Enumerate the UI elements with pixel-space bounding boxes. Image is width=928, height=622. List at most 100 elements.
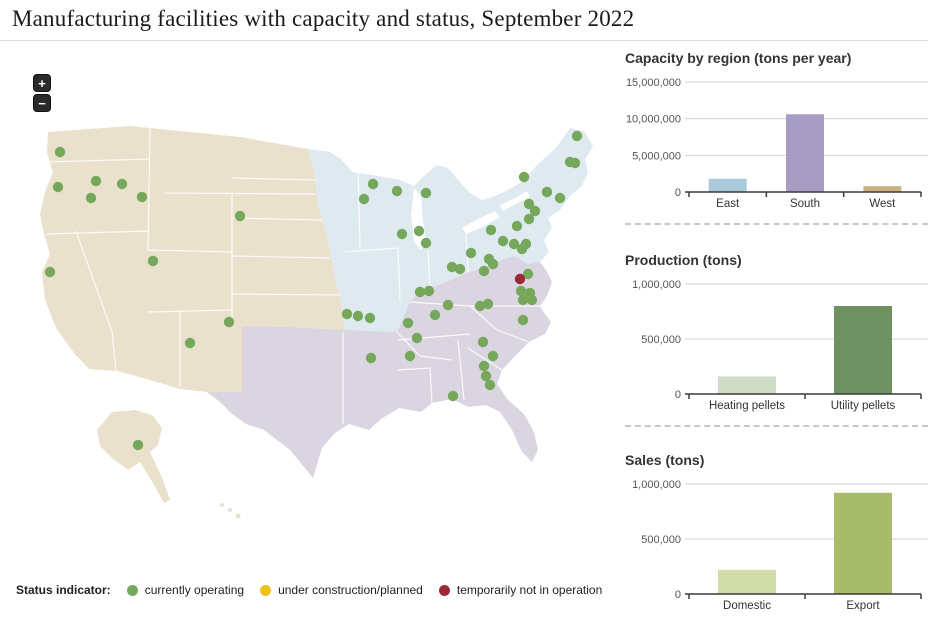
facility-dot-operating[interactable] [485, 224, 497, 236]
facility-dot-operating[interactable] [447, 390, 459, 402]
facility-dot-operating[interactable] [223, 316, 235, 328]
facility-dot-operating[interactable] [396, 228, 408, 240]
legend-item-not_operating: temporarily not in operation [438, 583, 603, 597]
map-region-east [308, 128, 593, 332]
status-legend: Status indicator: currently operating und… [16, 578, 602, 602]
facility-dot-operating[interactable] [454, 263, 466, 275]
facility-dot-operating[interactable] [367, 178, 379, 190]
facility-dot-operating[interactable] [571, 130, 583, 142]
facility-dot-operating[interactable] [423, 285, 435, 297]
facility-dot-operating[interactable] [508, 238, 520, 250]
chart-capacity: Capacity by region (tons per year) 0 5,00… [625, 48, 928, 220]
map-region-south [207, 256, 552, 478]
page-title: Manufacturing facilities with capacity a… [12, 6, 635, 31]
status-legend-items: currently operating under construction/pl… [126, 583, 603, 597]
us-map [40, 126, 593, 519]
y-tick-label: 1,000,000 [632, 479, 681, 491]
bar-east[interactable] [708, 178, 747, 192]
facility-dot-operating[interactable] [442, 299, 454, 311]
facility-dot-operating[interactable] [529, 205, 541, 217]
facility-dot-operating[interactable] [526, 294, 538, 306]
facility-dot-operating[interactable] [429, 309, 441, 321]
facility-dot-operating[interactable] [420, 187, 432, 199]
facility-dot-operating[interactable] [465, 247, 477, 259]
facility-dot-operating[interactable] [554, 192, 566, 204]
header: Manufacturing facilities with capacity a… [0, 0, 928, 41]
facility-dot-operating[interactable] [541, 186, 553, 198]
bar-west[interactable] [863, 186, 902, 192]
facility-dot-operating[interactable] [341, 308, 353, 320]
map-alaska [97, 410, 170, 503]
bar-export[interactable] [834, 492, 892, 594]
map-zoom-in-button[interactable]: + [33, 74, 51, 92]
facility-dot-operating[interactable] [358, 193, 370, 205]
facility-dot-operating[interactable] [364, 312, 376, 324]
legend-item-operating: currently operating [126, 583, 245, 597]
facility-dot-operating[interactable] [132, 439, 144, 451]
facility-dot-operating[interactable] [523, 198, 535, 210]
facility-dot-operating[interactable] [518, 171, 530, 183]
facility-dot-operating[interactable] [411, 332, 423, 344]
facility-dot-operating[interactable] [478, 265, 490, 277]
facility-dot-operating[interactable] [517, 294, 529, 306]
facility-dot-operating[interactable] [487, 350, 499, 362]
facility-dot-operating[interactable] [497, 235, 509, 247]
facility-dot-operating[interactable] [52, 181, 64, 193]
panel-separator [625, 223, 928, 225]
map-hawaii [220, 503, 241, 519]
x-category-label: Utility pellets [831, 400, 896, 412]
facility-dots [44, 130, 583, 451]
facility-dot-operating[interactable] [420, 237, 432, 249]
facility-dot-operating[interactable] [54, 146, 66, 158]
legend-item-label: currently operating [144, 583, 245, 597]
x-category-label: South [790, 198, 820, 210]
facility-dot-operating[interactable] [522, 268, 534, 280]
facility-dot-operating[interactable] [184, 337, 196, 349]
facility-dot-not-operating[interactable] [514, 273, 526, 285]
facility-dot-operating[interactable] [90, 175, 102, 187]
facility-dot-operating[interactable] [511, 220, 523, 232]
facility-dot-operating[interactable] [523, 213, 535, 225]
facility-dot-operating[interactable] [413, 225, 425, 237]
facility-dot-operating[interactable] [516, 243, 528, 255]
facility-dot-operating[interactable] [517, 314, 529, 326]
facility-dot-operating[interactable] [480, 370, 492, 382]
facility-dot-operating[interactable] [515, 285, 527, 297]
facility-dot-operating[interactable] [85, 192, 97, 204]
y-tick-label: 15,000,000 [626, 77, 681, 89]
bar-heating-pellets[interactable] [718, 376, 776, 394]
facility-dot-operating[interactable] [116, 178, 128, 190]
facility-dot-operating[interactable] [487, 258, 499, 270]
bar-domestic[interactable] [718, 569, 776, 594]
facility-dot-operating[interactable] [482, 298, 494, 310]
facility-dot-operating[interactable] [446, 261, 458, 273]
chart-sales: Sales (tons) 0 500,000 1,000,000 Domestic Ex… [625, 450, 928, 622]
facility-dot-operating[interactable] [474, 300, 486, 312]
x-category-label: Domestic [723, 600, 771, 612]
legend-dot-not_operating [438, 584, 450, 596]
panel-separator [625, 425, 928, 427]
facility-dot-operating[interactable] [391, 185, 403, 197]
facility-dot-operating[interactable] [404, 350, 416, 362]
facility-dot-operating[interactable] [477, 336, 489, 348]
map-zoom-out-button[interactable]: − [33, 94, 51, 112]
facility-dot-operating[interactable] [402, 317, 414, 329]
facility-dot-operating[interactable] [234, 210, 246, 222]
bar-utility-pellets[interactable] [834, 306, 892, 394]
facility-dot-operating[interactable] [569, 157, 581, 169]
y-tick-label: 5,000,000 [632, 150, 681, 162]
facility-dot-operating[interactable] [136, 191, 148, 203]
legend-item-construction: under construction/planned [260, 583, 423, 597]
chart-capacity-title: Capacity by region (tons per year) [625, 50, 852, 66]
facility-dot-operating[interactable] [147, 255, 159, 267]
facility-dot-operating[interactable] [484, 379, 496, 391]
chart-production-title: Production (tons) [625, 252, 742, 268]
facility-dot-operating[interactable] [414, 286, 426, 298]
facility-dot-operating[interactable] [44, 266, 56, 278]
bar-south[interactable] [786, 114, 824, 192]
facility-dot-operating[interactable] [478, 360, 490, 372]
facility-dot-operating[interactable] [365, 352, 377, 364]
legend-item-label: temporarily not in operation [456, 583, 603, 597]
status-legend-label: Status indicator: [16, 583, 111, 597]
facility-dot-operating[interactable] [352, 310, 364, 322]
